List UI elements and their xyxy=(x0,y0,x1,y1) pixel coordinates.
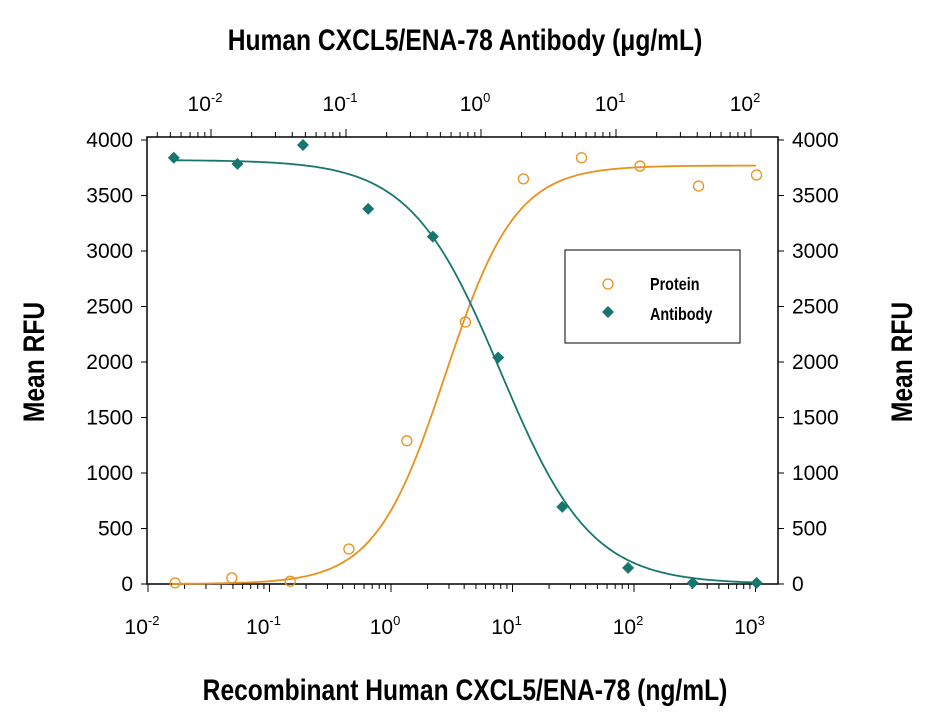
y2-tick-label: 4000 xyxy=(792,129,839,152)
y2-tick-label: 2000 xyxy=(792,351,839,374)
x-tick-base: 10 xyxy=(613,616,636,639)
protein-point xyxy=(169,577,181,589)
antibody-point xyxy=(492,351,505,364)
protein-point xyxy=(401,435,413,447)
x-tick-label: 10-1 xyxy=(246,613,281,639)
x-tick-base: 10 xyxy=(125,616,148,639)
x2-tick-label: 10-1 xyxy=(323,90,358,116)
y-tick-label: 3500 xyxy=(86,185,133,208)
x-tick-label: 101 xyxy=(491,613,522,639)
y-tick-label: 4000 xyxy=(86,129,133,152)
x2-tick-label: 10-2 xyxy=(188,90,223,116)
x2-tick-exponent: 0 xyxy=(483,90,490,105)
y2-tick-label: 1000 xyxy=(792,462,839,485)
x-tick-exponent: -1 xyxy=(269,613,281,628)
x2-tick-base: 10 xyxy=(460,93,483,116)
legend-antibody-label: Antibody xyxy=(650,305,712,325)
y-axis-label: Mean RFU xyxy=(17,302,51,422)
x2-tick-base: 10 xyxy=(730,93,753,116)
y2-axis-label: Mean RFU xyxy=(885,302,919,422)
legend-box xyxy=(564,249,741,344)
y2-tick-label: 3500 xyxy=(792,185,839,208)
legend-protein-marker xyxy=(602,278,614,290)
x2-tick-base: 10 xyxy=(595,93,618,116)
antibody-point xyxy=(750,576,763,589)
x-tick-exponent: 1 xyxy=(515,613,522,628)
x2-tick-label: 102 xyxy=(730,90,761,116)
protein-point xyxy=(226,572,238,584)
x2-tick-label: 101 xyxy=(595,90,626,116)
antibody-fit-curve xyxy=(172,159,756,584)
y2-tick-label: 500 xyxy=(792,518,827,541)
x-tick-label: 103 xyxy=(734,613,765,639)
x2-tick-exponent: -2 xyxy=(211,90,223,105)
x-tick-label: 102 xyxy=(613,613,644,639)
legend: Protein Antibody xyxy=(564,249,741,344)
protein-point xyxy=(517,173,530,185)
protein-point xyxy=(575,152,588,164)
x-tick-exponent: -2 xyxy=(148,613,160,628)
x2-tick-exponent: -1 xyxy=(346,90,358,105)
antibody-point xyxy=(426,230,439,243)
y2-tick-label: 0 xyxy=(792,573,804,596)
antibody-point xyxy=(686,576,699,589)
protein-fit-curve xyxy=(172,164,756,585)
x-axis-label: Recombinant Human CXCL5/ENA-78 (ng/mL) xyxy=(203,673,728,707)
x-tick-exponent: 3 xyxy=(758,613,765,628)
legend-protein-label: Protein xyxy=(650,275,700,295)
antibody-point xyxy=(231,157,244,170)
protein-point xyxy=(750,169,763,181)
x2-tick-base: 10 xyxy=(323,93,346,116)
protein-point xyxy=(284,575,296,587)
y-tick-label: 1000 xyxy=(86,462,133,485)
x-tick-exponent: 0 xyxy=(393,613,400,628)
y-tick-label: 500 xyxy=(98,518,133,541)
antibody-point xyxy=(622,561,635,574)
y2-tick-label: 3000 xyxy=(792,240,839,263)
plot-frame xyxy=(146,136,779,585)
x2-tick-exponent: 1 xyxy=(618,90,625,105)
antibody-point xyxy=(556,500,569,513)
x-tick-base: 10 xyxy=(246,616,269,639)
x-tick-base: 10 xyxy=(734,616,757,639)
x2-tick-base: 10 xyxy=(188,93,211,116)
x2-tick-exponent: 2 xyxy=(753,90,760,105)
y-tick-label: 3000 xyxy=(86,240,133,263)
chart-title: Human CXCL5/ENA-78 Antibody (μg/mL) xyxy=(228,23,703,57)
x-tick-label: 10-2 xyxy=(125,613,160,639)
x-tick-base: 10 xyxy=(491,616,514,639)
y2-tick-label: 2500 xyxy=(792,296,839,319)
y-tick-label: 1500 xyxy=(86,407,133,430)
x-tick-base: 10 xyxy=(370,616,393,639)
protein-point xyxy=(634,160,646,172)
y2-tick-label: 1500 xyxy=(792,407,839,430)
antibody-point xyxy=(362,202,375,215)
protein-point xyxy=(692,180,705,192)
protein-point xyxy=(459,316,472,328)
antibody-point xyxy=(296,138,309,151)
x2-tick-label: 100 xyxy=(460,90,491,116)
y-tick-label: 2500 xyxy=(86,296,133,319)
y-tick-label: 0 xyxy=(121,573,133,596)
antibody-point xyxy=(167,151,180,164)
y-tick-label: 2000 xyxy=(86,351,133,374)
x-tick-exponent: 2 xyxy=(636,613,643,628)
x-tick-label: 100 xyxy=(370,613,401,639)
protein-point xyxy=(343,543,355,555)
legend-antibody-marker xyxy=(602,306,614,318)
